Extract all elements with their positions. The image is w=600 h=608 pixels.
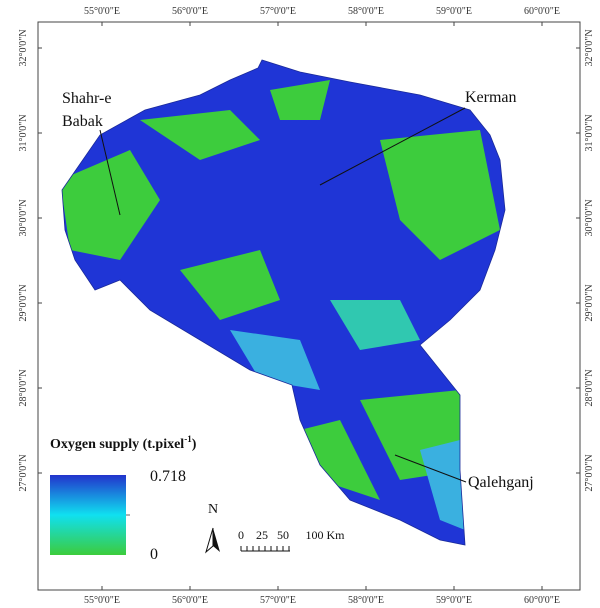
scale-bar: 0 25 50 100 Km [238,528,345,551]
lon-label: 60°0'0"E [524,595,560,606]
lon-label: 59°0'0"E [436,595,472,606]
lat-label: 28°0'0"N [584,369,595,406]
lon-label: 56°0'0"E [172,6,208,17]
scale-label: 25 [256,528,268,542]
place-label: Shahr-e [62,90,111,107]
lon-label: 55°0'0"E [84,6,120,17]
scale-label: 0 [238,528,244,542]
lat-label: 29°0'0"N [18,284,29,321]
legend-ramp [50,475,126,555]
place-label: Babak [62,113,103,130]
legend-title-text: Oxygen supply (t.pixel [50,437,184,452]
lat-label: 31°0'0"N [584,114,595,151]
lat-label: 30°0'0"N [584,199,595,236]
scale-label: 50 [277,528,289,542]
lon-label: 60°0'0"E [524,6,560,17]
lon-label: 59°0'0"E [436,6,472,17]
legend-title-end: ) [192,437,197,452]
lon-label: 57°0'0"E [260,595,296,606]
lon-label: 58°0'0"E [348,595,384,606]
lon-label: 57°0'0"E [260,6,296,17]
north-label: N [208,502,218,517]
scale-label: 100 Km [306,528,346,542]
lat-label: 32°0'0"N [18,29,29,66]
lon-label: 58°0'0"E [348,6,384,17]
lat-label: 29°0'0"N [584,284,595,321]
map: 55°0'0"E 55°0'0"E 56°0'0"E 56°0'0"E 57°0'0"E… [0,0,600,608]
lat-label: 31°0'0"N [18,114,29,151]
lat-label: 32°0'0"N [584,29,595,66]
place-label: Kerman [465,89,517,106]
lon-label: 56°0'0"E [172,595,208,606]
lat-label: 28°0'0"N [18,369,29,406]
lon-label: 55°0'0"E [84,595,120,606]
place-label: Qalehganj [468,474,534,491]
legend-max: 0.718 [150,468,186,485]
legend-min: 0 [150,546,158,563]
lat-label: 30°0'0"N [18,199,29,236]
lat-label: 27°0'0"N [584,454,595,491]
lat-label: 27°0'0"N [18,454,29,491]
legend-title: Oxygen supply (t.pixel-1) [50,434,197,452]
